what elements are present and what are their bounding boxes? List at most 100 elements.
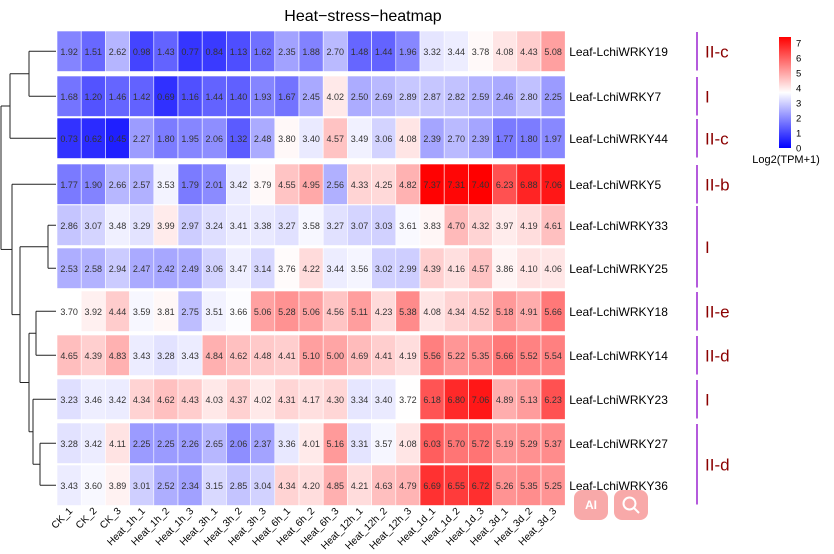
cell-value-label: 4.34 (133, 395, 151, 405)
cell-value-label: 5.70 (448, 439, 466, 449)
heatmap-cell (540, 422, 566, 464)
cell-value-label: 5.26 (496, 481, 514, 491)
cell-value-label: 3.01 (133, 481, 151, 491)
cell-value-label: 5.11 (351, 307, 368, 317)
heatmap-cell (153, 334, 179, 376)
heatmap-cell (371, 75, 397, 117)
heatmap-cell (250, 163, 276, 205)
heatmap-cell (226, 290, 251, 332)
group-label: II-c (705, 42, 729, 61)
heatmap-cell (201, 204, 227, 246)
cell-value-label: 1.20 (85, 92, 103, 102)
cell-value-label: 3.14 (254, 264, 272, 274)
heatmap-cell (105, 422, 130, 464)
heatmap-cell (298, 75, 324, 117)
heatmap-cell (298, 464, 324, 506)
heatmap-cell (322, 334, 348, 376)
cell-value-label: 2.52 (157, 481, 175, 491)
heatmap-cell (322, 30, 348, 72)
heatmap-cell (492, 30, 518, 72)
heatmap-cell (250, 290, 276, 332)
heatmap-cell (419, 247, 445, 289)
heatmap-cell (226, 30, 251, 72)
cell-value-label: 5.25 (544, 481, 562, 491)
heatmap-cell (105, 247, 130, 289)
cell-value-label: 3.56 (351, 264, 369, 274)
cell-value-label: 1.79 (181, 180, 199, 190)
heatmap-cell (129, 247, 155, 289)
group-label: I (705, 390, 710, 409)
cell-value-label: 5.10 (302, 351, 320, 361)
heatmap-cell (347, 334, 372, 376)
cell-value-label: 4.62 (230, 351, 248, 361)
cell-value-label: 1.77 (496, 134, 514, 144)
heatmap-cell (80, 290, 106, 332)
cell-value-label: 3.53 (157, 180, 175, 190)
colorbar-tick-label: 4 (796, 84, 801, 95)
heatmap-cell (105, 378, 130, 420)
cell-value-label: 3.04 (254, 481, 272, 491)
group-label: II-b (705, 175, 730, 194)
heatmap-cell (226, 163, 251, 205)
cell-value-label: 4.85 (327, 481, 345, 491)
cell-value-label: 2.94 (109, 264, 127, 274)
column-labels: CK_1CK_2CK_3Heat_1h_1Heat_1h_2Heat_1h_3H… (50, 506, 560, 553)
heatmap-cell (274, 163, 300, 205)
heatmap-cell (322, 378, 348, 420)
heatmap-cell (540, 204, 566, 246)
ai-button[interactable]: AI (574, 490, 608, 520)
heatmap-cell (105, 204, 130, 246)
heatmap-cell (201, 117, 227, 159)
heatmap-cell (419, 464, 445, 506)
cell-value-label: 3.70 (60, 307, 78, 317)
cell-value-label: 4.37 (230, 395, 248, 405)
cell-value-label: 0.62 (85, 134, 103, 144)
cell-value-label: 2.57 (133, 180, 151, 190)
heatmap-cell (395, 75, 421, 117)
cell-value-label: 4.17 (302, 395, 320, 405)
heatmap-cell (56, 75, 82, 117)
cell-value-label: 5.18 (496, 307, 514, 317)
heatmap-cell (298, 378, 324, 420)
cell-value-label: 4.08 (423, 307, 441, 317)
cell-value-label: 2.27 (133, 134, 151, 144)
row-label: Leaf-LchiWRKY23 (569, 393, 668, 407)
cell-value-label: 2.58 (85, 264, 103, 274)
cell-value-label: 3.48 (109, 221, 127, 231)
heatmap-cell (298, 290, 324, 332)
heatmap-cell (56, 204, 82, 246)
cell-value-label: 4.08 (496, 47, 514, 57)
heatmap-cell (274, 464, 300, 506)
cell-value-label: 5.06 (302, 307, 320, 317)
cell-value-label: 2.45 (302, 92, 320, 102)
group-label: I (705, 87, 710, 106)
cell-value-label: 0.73 (60, 134, 78, 144)
heatmap-cell (371, 204, 397, 246)
heatmap-cell (153, 75, 179, 117)
row-label: Leaf-LchiWRKY14 (569, 349, 668, 363)
cell-value-label: 6.03 (423, 439, 441, 449)
cell-value-label: 4.41 (278, 351, 296, 361)
heatmap-cell (468, 290, 493, 332)
row-label: Leaf-LchiWRKY18 (569, 305, 668, 319)
cell-value-label: 3.15 (206, 481, 224, 491)
cell-value-label: 0.98 (133, 47, 151, 57)
cell-value-label: 2.48 (254, 134, 272, 144)
heatmap-cell (129, 290, 155, 332)
cell-value-label: 3.42 (85, 439, 103, 449)
heatmap-cell (443, 334, 469, 376)
heatmap-cell (468, 247, 493, 289)
cell-value-label: 1.97 (544, 134, 562, 144)
heatmap-cell (492, 378, 518, 420)
cell-value-label: 2.49 (181, 264, 199, 274)
colorbar-gradient (779, 37, 791, 148)
heatmap-cell (250, 117, 276, 159)
heatmap-cell (347, 75, 372, 117)
search-button[interactable] (614, 490, 648, 520)
cell-value-label: 4.57 (472, 264, 490, 274)
cell-value-label: 4.61 (544, 221, 562, 231)
group-annotations: II-c I II-c II-b I II-e II-d I II-d (696, 32, 730, 505)
heatmap-cell (201, 163, 227, 205)
heatmap-cell (250, 464, 276, 506)
cell-value-label: 2.06 (206, 134, 224, 144)
